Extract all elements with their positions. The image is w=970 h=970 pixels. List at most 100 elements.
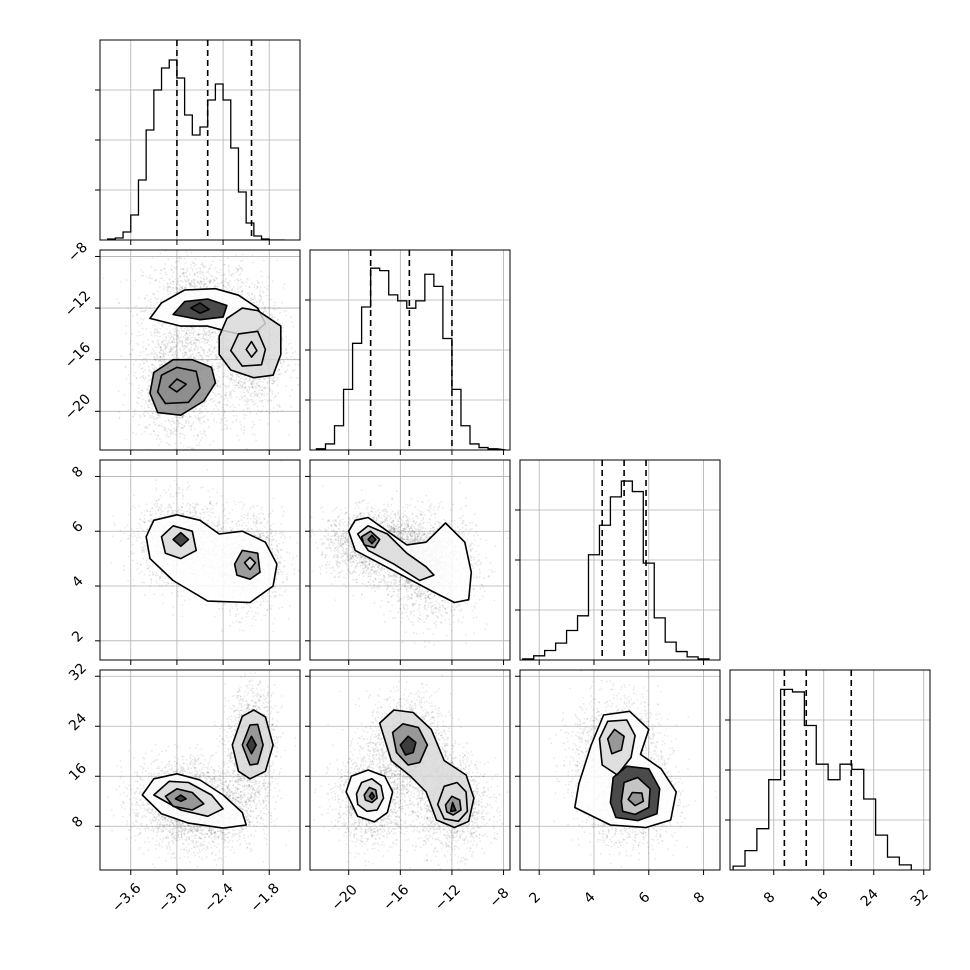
panel-border (99, 249, 301, 451)
sample-point (225, 387, 228, 389)
sample-point (201, 341, 204, 343)
sample-point (198, 412, 201, 415)
sample-point (145, 359, 148, 362)
sample-point (287, 343, 290, 345)
sample-point (177, 425, 180, 428)
sample-point (204, 408, 207, 410)
sample-point (223, 285, 226, 288)
panel-content (100, 40, 300, 240)
sample-point (169, 347, 172, 350)
sample-point (180, 442, 182, 445)
sample-point (175, 428, 178, 430)
sample-point (253, 395, 255, 398)
sample-point (142, 520, 145, 523)
sample-point (133, 375, 135, 377)
sample-point (160, 440, 162, 443)
sample-point (201, 404, 203, 406)
sample-point (244, 386, 247, 389)
sample-point (256, 395, 259, 397)
sample-point (162, 426, 165, 428)
sample-point (230, 274, 233, 276)
sample-point (162, 349, 165, 351)
sample-point (164, 428, 167, 431)
sample-point (244, 285, 247, 288)
sample-point (159, 356, 161, 359)
sample-point (156, 328, 158, 330)
sample-point (226, 427, 229, 429)
sample-point (159, 577, 162, 579)
sample-point (233, 273, 235, 275)
sample-point (194, 513, 197, 515)
sample-point (131, 505, 134, 507)
sample-point (176, 281, 179, 283)
sample-point (167, 419, 170, 421)
sample-point (236, 384, 239, 387)
sample-point (159, 575, 161, 578)
sample-point (189, 503, 192, 506)
sample-point (235, 376, 238, 379)
sample-point (212, 260, 214, 263)
sample-point (215, 405, 218, 408)
sample-point (211, 339, 213, 341)
sample-point (216, 380, 219, 383)
sample-point (260, 453, 262, 455)
sample-point (209, 443, 211, 446)
sample-point (237, 268, 240, 271)
sample-point (201, 405, 204, 408)
sample-point (148, 406, 151, 409)
sample-point (172, 271, 175, 274)
sample-point (189, 512, 192, 515)
sample-point (133, 494, 135, 497)
sample-point (208, 272, 210, 275)
sample-point (195, 355, 198, 357)
sample-point (195, 338, 198, 340)
sample-point (204, 326, 207, 329)
sample-point (216, 356, 218, 358)
sample-point (120, 355, 122, 358)
sample-point (208, 267, 211, 270)
sample-point (167, 489, 170, 491)
sample-point (259, 290, 261, 293)
sample-point (102, 277, 105, 280)
sample-point (167, 258, 170, 261)
sample-point (137, 402, 139, 405)
sample-point (243, 429, 245, 431)
sample-point (128, 382, 131, 385)
sample-point (175, 419, 178, 422)
sample-point (264, 385, 267, 388)
sample-point (263, 260, 265, 262)
sample-point (241, 386, 244, 389)
sample-point (228, 385, 231, 387)
sample-point (216, 365, 219, 368)
sample-point (231, 288, 234, 290)
sample-point (117, 390, 120, 393)
sample-point (219, 269, 222, 271)
sample-point (184, 287, 187, 290)
sample-point (216, 362, 218, 365)
sample-point (283, 361, 286, 364)
sample-point (271, 313, 274, 316)
sample-point (202, 416, 205, 418)
sample-point (202, 283, 204, 286)
sample-point (277, 373, 280, 376)
sample-point (199, 280, 202, 282)
sample-point (230, 390, 232, 393)
sample-point (173, 479, 176, 482)
sample-point (285, 385, 288, 388)
sample-point (198, 336, 200, 339)
sample-point (265, 294, 268, 297)
sample-point (241, 281, 244, 283)
sample-point (240, 280, 243, 283)
sample-point (241, 259, 244, 262)
sample-point (205, 327, 207, 330)
sample-point (184, 347, 186, 350)
sample-point (167, 285, 169, 288)
sample-point (198, 267, 201, 269)
sample-point (227, 281, 230, 284)
sample-point (199, 419, 201, 421)
sample-point (225, 427, 228, 430)
sample-point (186, 269, 189, 272)
sample-point (192, 352, 194, 355)
sample-point (263, 387, 266, 389)
sample-point (129, 310, 132, 313)
